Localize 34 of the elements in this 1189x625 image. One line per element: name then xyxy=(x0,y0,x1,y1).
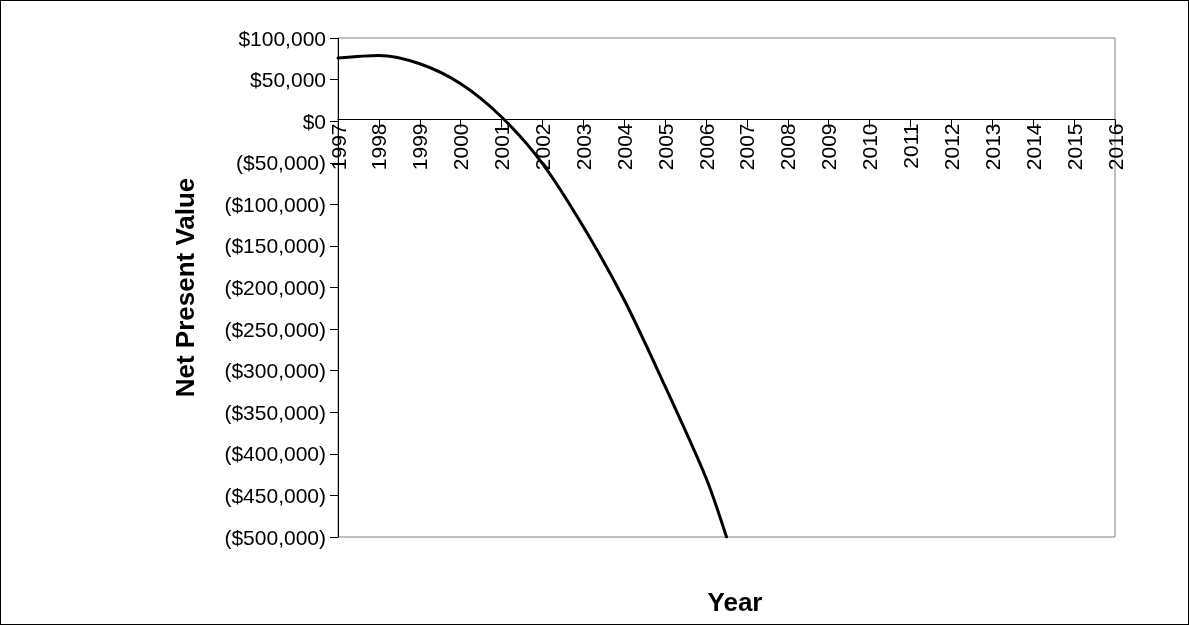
y-tick-label: ($300,000) xyxy=(224,359,326,383)
x-tick-label: 2008 xyxy=(776,123,800,171)
y-tick-label: ($200,000) xyxy=(224,276,326,299)
x-axis-title: Year xyxy=(707,587,763,617)
x-tick-label: 1998 xyxy=(367,123,391,171)
x-tick-label: 2004 xyxy=(612,123,636,171)
y-tick-label: ($400,000) xyxy=(224,442,326,466)
x-tick-label: 2002 xyxy=(530,123,554,171)
x-tick-label: 2001 xyxy=(490,123,514,171)
x-tick-label: 2009 xyxy=(817,123,841,171)
x-tick-label: 2003 xyxy=(571,123,595,171)
x-tick-label: 2010 xyxy=(858,123,882,171)
x-tick-label: 2006 xyxy=(694,123,718,171)
y-tick-label: ($250,000) xyxy=(224,317,326,341)
x-tick-label: 2005 xyxy=(653,123,677,171)
y-tick-label: $50,000 xyxy=(250,68,326,92)
x-tick-label: 1999 xyxy=(408,123,432,171)
x-tick-label: 2007 xyxy=(735,123,759,171)
x-tick-label: 2016 xyxy=(1103,123,1127,171)
x-tick-label: 2000 xyxy=(449,123,473,171)
y-tick-label: $0 xyxy=(302,109,326,133)
y-tick-label: ($500,000) xyxy=(224,525,326,549)
x-tick-label: 2013 xyxy=(980,123,1004,171)
y-axis-title: Net Present Value xyxy=(170,177,200,398)
x-tick-label: 2011 xyxy=(899,123,923,169)
x-tick-label: 2014 xyxy=(1021,123,1045,171)
y-tick-label: ($450,000) xyxy=(224,483,326,507)
y-tick-label: $100,000 xyxy=(238,26,326,50)
y-tick-label: ($150,000) xyxy=(224,234,326,258)
x-tick-label: 2012 xyxy=(939,123,963,171)
y-tick-label: ($50,000) xyxy=(236,151,326,175)
y-tick-label: ($350,000) xyxy=(224,400,326,424)
x-tick-label: 2015 xyxy=(1062,123,1086,171)
y-tick-label: ($100,000) xyxy=(224,192,326,216)
